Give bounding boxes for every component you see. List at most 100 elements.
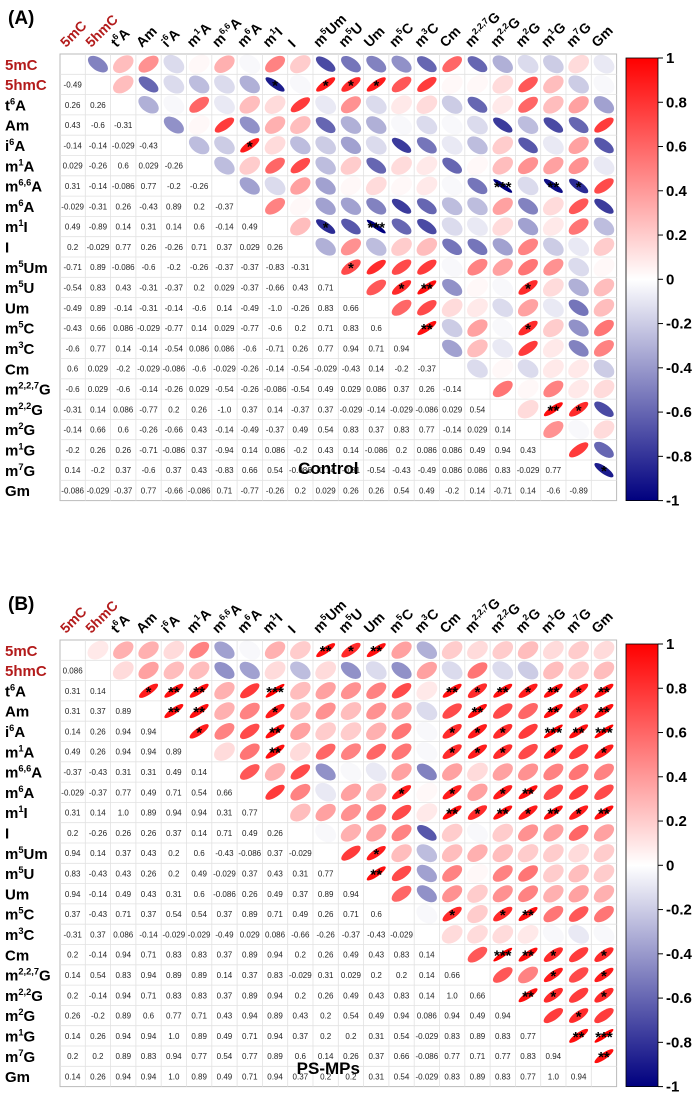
row-label: m5Um	[5, 259, 48, 277]
correlation-ellipse	[163, 75, 185, 94]
correlation-ellipse	[188, 136, 210, 155]
significance-mark: **	[548, 684, 560, 701]
colorbar-tick-label: 0.8	[666, 680, 687, 697]
correlation-value: 0.2	[92, 1052, 104, 1061]
correlation-ellipse	[417, 218, 437, 235]
correlation-ellipse	[568, 359, 590, 379]
correlation-ellipse	[467, 339, 488, 358]
correlation-ellipse	[289, 74, 311, 94]
correlation-value: -0.49	[215, 930, 234, 939]
correlation-ellipse	[290, 661, 311, 680]
correlation-value: 0.37	[141, 910, 157, 919]
row-label: m2,2,7G	[5, 967, 51, 985]
correlation-value: 0.029	[341, 971, 362, 980]
correlation-ellipse	[543, 683, 563, 698]
correlation-value: -0.37	[266, 426, 285, 435]
correlation-value: 0.029	[214, 283, 235, 292]
row-label: i6A	[5, 137, 25, 155]
correlation-value: 0.26	[293, 344, 309, 353]
significance-mark: **	[446, 806, 458, 823]
correlation-ellipse	[492, 156, 514, 175]
correlation-value: 0.029	[139, 162, 160, 171]
column-label: m6A	[233, 605, 264, 636]
correlation-ellipse	[416, 156, 438, 176]
correlation-ellipse	[543, 884, 564, 903]
correlation-ellipse	[492, 661, 514, 680]
significance-mark: *	[550, 745, 556, 762]
correlation-ellipse	[163, 640, 185, 660]
colorbar-tick-label: 0.4	[666, 183, 688, 200]
correlation-ellipse	[542, 359, 564, 379]
correlation-ellipse	[416, 803, 438, 822]
correlation-value: 0.83	[520, 1052, 536, 1061]
correlation-ellipse	[467, 359, 488, 378]
correlation-value: -0.31	[89, 202, 108, 211]
colorbar-tick-label: 0.8	[666, 94, 687, 111]
correlation-ellipse	[593, 359, 615, 378]
significance-mark: *	[449, 724, 455, 741]
correlation-ellipse	[315, 156, 336, 175]
significance-mark: *	[525, 280, 531, 297]
correlation-value: 0.029	[240, 930, 261, 939]
correlation-value: 0.77	[90, 344, 106, 353]
correlation-value: -0.49	[64, 80, 83, 89]
significance-mark: *	[373, 77, 379, 94]
correlation-ellipse	[138, 683, 159, 698]
correlation-ellipse	[493, 906, 513, 922]
correlation-value: 0.26	[141, 869, 157, 878]
correlation-ellipse	[188, 115, 210, 135]
correlation-ellipse	[240, 138, 260, 153]
correlation-value: 0.37	[217, 991, 233, 1000]
correlation-ellipse	[467, 844, 488, 862]
significance-mark: ***	[494, 179, 512, 196]
correlation-value: 0.2	[396, 446, 408, 455]
row-label: m1A	[5, 743, 35, 761]
correlation-ellipse	[518, 907, 538, 922]
correlation-value: 0.94	[141, 1032, 157, 1041]
row-label: m3C	[5, 926, 35, 944]
correlation-value: -1.0	[218, 405, 232, 414]
correlation-ellipse	[467, 662, 488, 679]
correlation-ellipse	[467, 177, 488, 195]
correlation-value: 0.2	[67, 1052, 79, 1061]
correlation-ellipse	[466, 277, 488, 297]
correlation-value: -0.14	[64, 426, 83, 435]
correlation-value: -0.37	[165, 283, 184, 292]
correlation-ellipse	[543, 75, 564, 94]
correlation-value: 0.029	[63, 162, 84, 171]
correlation-ellipse	[543, 661, 564, 680]
correlation-ellipse	[593, 844, 615, 863]
correlation-ellipse	[542, 217, 564, 236]
correlation-value: 0.14	[65, 1072, 81, 1081]
correlation-value: 0.14	[419, 951, 435, 960]
correlation-value: -0.14	[443, 426, 462, 435]
correlation-value: 0.37	[217, 910, 233, 919]
correlation-value: 0.6	[143, 1012, 155, 1021]
correlation-ellipse	[416, 681, 438, 701]
correlation-ellipse	[366, 824, 387, 842]
correlation-ellipse	[366, 743, 387, 760]
correlation-ellipse	[315, 782, 337, 802]
correlation-ellipse	[492, 258, 513, 276]
correlation-ellipse	[568, 784, 589, 800]
correlation-ellipse	[467, 805, 488, 820]
correlation-value: -0.43	[89, 910, 108, 919]
correlation-ellipse	[316, 77, 336, 92]
correlation-ellipse	[518, 703, 538, 720]
correlation-value: 0.83	[495, 1032, 511, 1041]
row-label: m7G	[5, 462, 35, 480]
correlation-ellipse	[239, 661, 260, 680]
correlation-value: -0.14	[89, 141, 108, 150]
correlation-ellipse	[416, 198, 437, 215]
correlation-ellipse	[416, 56, 437, 73]
correlation-ellipse	[493, 683, 513, 698]
correlation-value: 0.14	[115, 344, 131, 353]
correlation-value: -0.66	[291, 930, 310, 939]
column-label: m7G	[562, 604, 594, 636]
row-label: 5mC	[5, 643, 38, 660]
correlation-value: 0.89	[141, 809, 157, 818]
correlation-ellipse	[593, 420, 615, 439]
correlation-value: 0.26	[115, 202, 131, 211]
significance-mark: *	[323, 77, 329, 94]
correlation-ellipse	[543, 724, 563, 739]
